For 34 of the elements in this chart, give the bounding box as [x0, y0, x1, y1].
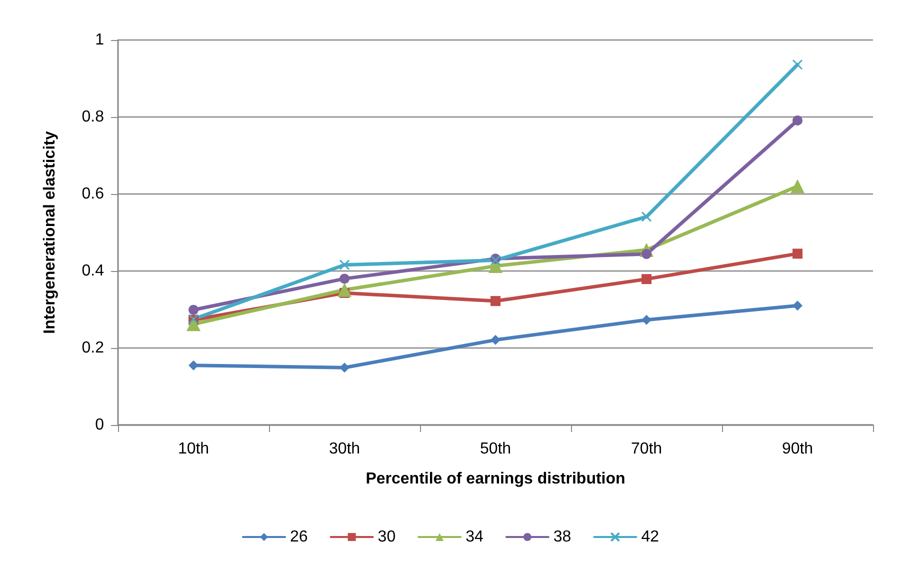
legend-label: 26	[290, 528, 308, 546]
x-tick-label: 90th	[782, 440, 814, 458]
x-tick-label: 30th	[328, 440, 360, 458]
legend-label: 38	[553, 528, 572, 546]
legend-label: 34	[466, 528, 484, 546]
point	[792, 115, 802, 126]
x-tick-label: 50th	[480, 440, 512, 458]
y-tick-label: 1	[95, 32, 104, 48]
point	[340, 362, 350, 373]
point	[340, 274, 350, 284]
legend-label: 30	[378, 528, 396, 546]
point	[792, 300, 802, 311]
point	[188, 360, 198, 370]
point	[792, 248, 802, 259]
point	[790, 179, 804, 194]
point	[188, 304, 198, 315]
y-axis-title: Intergenerational elasticity	[42, 131, 58, 334]
y-tick-label: 0.2	[82, 340, 104, 356]
x-tick-label: 10th	[178, 440, 210, 458]
point	[642, 314, 652, 325]
point	[490, 296, 500, 306]
point	[641, 211, 652, 222]
y-tick-label: 0.6	[82, 186, 104, 202]
point	[339, 260, 350, 270]
point	[792, 59, 803, 70]
y-tick-label: 0.4	[82, 262, 104, 280]
legend-label: 42	[641, 528, 660, 546]
y-tick-label: 0.8	[82, 108, 104, 126]
x-tick-label: 70th	[630, 440, 662, 458]
y-tick-label: 0	[95, 416, 104, 434]
x-axis-title: Percentile of earnings distribution	[366, 470, 626, 488]
point	[642, 274, 652, 284]
point	[338, 282, 352, 297]
point	[490, 334, 500, 345]
